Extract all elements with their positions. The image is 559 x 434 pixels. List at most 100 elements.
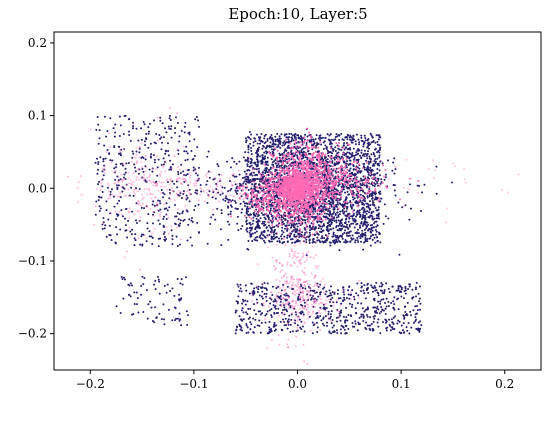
data-point — [309, 229, 311, 232]
data-point — [371, 169, 374, 172]
data-point — [273, 323, 276, 326]
data-point — [335, 167, 338, 170]
data-point — [371, 238, 374, 241]
data-point — [103, 227, 106, 230]
data-point — [324, 234, 327, 237]
data-point — [378, 285, 381, 288]
data-point — [419, 308, 422, 311]
data-point — [240, 290, 243, 293]
data-point — [276, 172, 279, 175]
data-point — [242, 200, 245, 203]
data-point — [339, 297, 342, 300]
data-point — [348, 302, 351, 305]
data-point — [124, 224, 127, 227]
data-point — [260, 237, 263, 240]
data-point — [307, 298, 310, 301]
data-point — [159, 119, 162, 122]
data-point — [135, 150, 138, 153]
data-point — [245, 289, 248, 292]
data-point — [374, 233, 377, 236]
data-point — [117, 179, 120, 182]
data-point — [246, 247, 249, 250]
data-point — [333, 206, 336, 209]
data-point — [255, 286, 258, 289]
data-point — [435, 165, 438, 168]
data-point — [350, 222, 353, 225]
data-point — [377, 300, 380, 303]
data-point — [336, 201, 339, 204]
data-point — [418, 297, 421, 300]
data-point — [270, 298, 273, 301]
data-point — [183, 218, 186, 221]
data-point — [99, 156, 102, 159]
data-point — [385, 327, 388, 330]
data-point — [385, 305, 388, 308]
data-point — [171, 163, 174, 166]
data-point — [154, 279, 157, 282]
data-point — [240, 211, 243, 214]
data-point — [278, 135, 281, 138]
data-point — [151, 243, 154, 246]
data-point — [198, 231, 201, 234]
data-point — [336, 203, 339, 206]
data-point — [258, 178, 261, 181]
data-point — [257, 310, 260, 313]
data-point — [332, 231, 335, 234]
data-point — [344, 221, 347, 224]
data-point — [162, 225, 165, 228]
data-point — [281, 144, 284, 147]
data-point — [264, 314, 267, 317]
data-point — [314, 138, 317, 141]
data-point — [312, 238, 315, 241]
data-point — [254, 178, 257, 181]
data-point — [264, 218, 267, 221]
data-point — [328, 331, 331, 334]
data-point — [236, 185, 239, 188]
data-point — [348, 225, 351, 228]
data-point — [374, 306, 377, 309]
data-point — [272, 233, 275, 236]
data-point — [214, 218, 217, 221]
data-point — [304, 228, 307, 231]
data-point — [325, 198, 328, 201]
data-point — [186, 314, 189, 317]
data-point — [283, 134, 286, 137]
data-point — [286, 210, 289, 213]
data-point — [112, 195, 115, 198]
data-point — [360, 290, 363, 293]
data-point — [109, 190, 112, 193]
data-point — [352, 219, 355, 222]
data-point — [307, 149, 310, 152]
data-point — [255, 158, 258, 161]
data-point — [156, 174, 159, 177]
data-point — [263, 137, 266, 140]
data-point — [284, 219, 287, 222]
data-point — [418, 285, 421, 288]
data-point — [351, 196, 354, 199]
data-point — [239, 328, 242, 331]
data-point — [328, 138, 331, 141]
data-point — [352, 191, 355, 194]
data-point — [147, 132, 150, 135]
data-point — [185, 194, 188, 197]
data-point — [194, 191, 197, 194]
data-point — [135, 127, 138, 130]
data-point — [378, 154, 381, 157]
data-point — [251, 240, 254, 243]
data-point — [302, 147, 305, 150]
data-point — [380, 285, 383, 288]
data-point — [354, 140, 357, 143]
data-point — [103, 144, 106, 147]
data-point — [131, 210, 134, 213]
data-point — [312, 290, 315, 293]
data-point — [331, 152, 334, 155]
data-point — [377, 177, 380, 180]
data-point — [354, 143, 357, 146]
data-point — [290, 149, 293, 152]
data-point — [166, 181, 169, 184]
data-point — [109, 159, 112, 162]
data-point — [313, 234, 316, 237]
data-point — [270, 228, 273, 231]
data-point — [368, 188, 371, 191]
data-point — [403, 290, 406, 293]
